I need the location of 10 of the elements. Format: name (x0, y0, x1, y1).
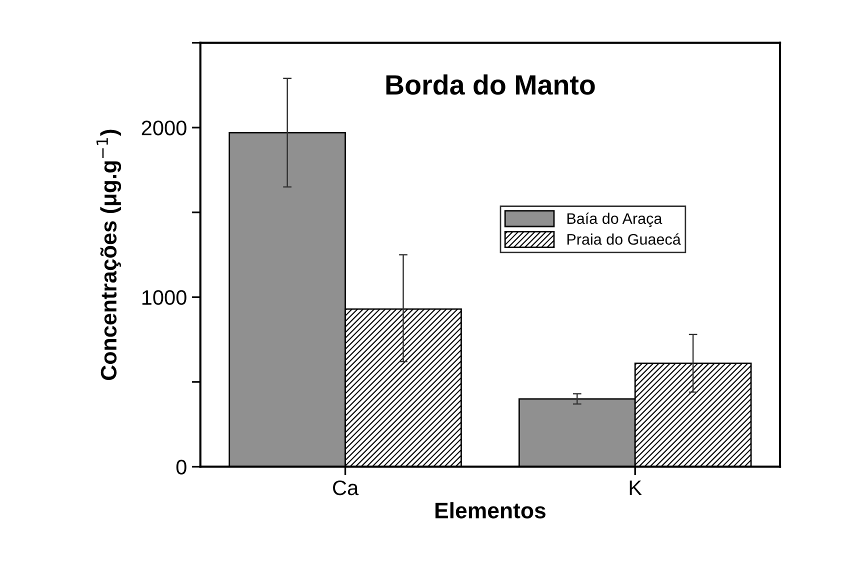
y-tick-label: 0 (176, 460, 186, 474)
legend-label: Baía do Araça (567, 212, 662, 228)
y-axis-title: Concentrações (μg.g$^{−1}$) (96, 130, 122, 380)
text: Borda do Manto (386, 74, 595, 95)
y-tick-label: 1000 (142, 290, 186, 305)
x-tick-label: Ca (333, 480, 359, 496)
y-tick-label: 2000 (142, 120, 186, 136)
x-axis-title: Elementos (436, 502, 546, 518)
x-tick-label: K (630, 480, 642, 496)
legend-label: Praia do Guaecá (567, 233, 681, 245)
